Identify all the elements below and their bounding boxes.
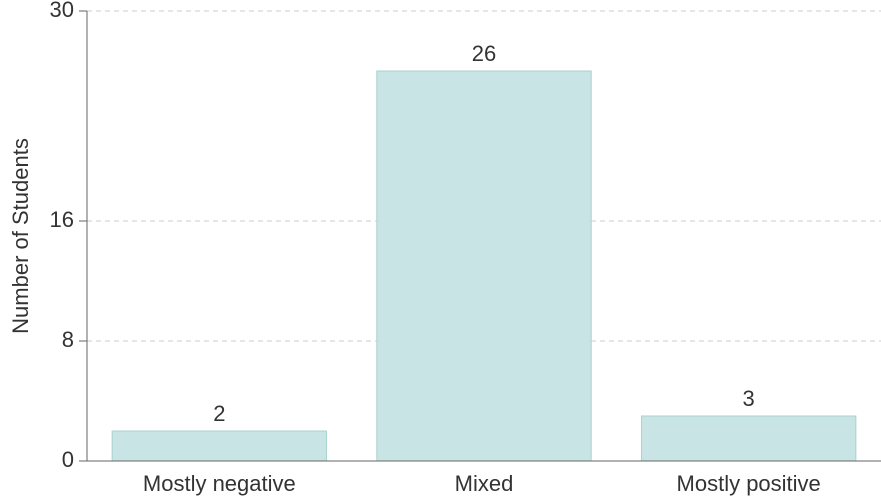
bar bbox=[640, 415, 857, 462]
x-tick-label: Mostly positive bbox=[677, 471, 821, 496]
y-tick-label: 8 bbox=[62, 327, 74, 352]
bar bbox=[111, 430, 328, 462]
bar bbox=[376, 70, 592, 462]
x-tick-label: Mostly negative bbox=[143, 471, 296, 496]
x-tick-label: Mixed bbox=[455, 471, 514, 496]
y-axis-label: Number of Students bbox=[8, 138, 33, 334]
y-tick-label: 30 bbox=[50, 0, 74, 22]
value-label: 2 bbox=[213, 401, 225, 426]
value-label: 26 bbox=[472, 41, 496, 66]
y-tick-label: 16 bbox=[50, 207, 74, 232]
y-tick-label: 0 bbox=[62, 447, 74, 472]
value-label: 3 bbox=[743, 386, 755, 411]
